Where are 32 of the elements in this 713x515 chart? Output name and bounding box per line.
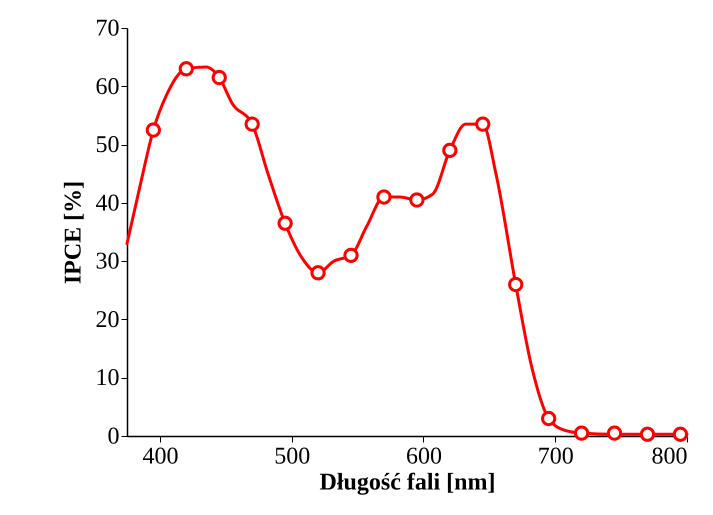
point — [409, 192, 425, 208]
point — [310, 265, 326, 280]
y-tick-label: 10 — [96, 365, 120, 392]
x-tick-label: 400 — [142, 444, 178, 470]
point — [672, 426, 688, 442]
y-tick-label: 60 — [96, 74, 120, 100]
x-axis-title: Długość fali [nm] — [320, 470, 496, 496]
point — [277, 216, 293, 231]
y-axis-title: IPCE [%] — [60, 180, 86, 284]
point — [574, 425, 590, 441]
y-tick-label: 70 — [96, 16, 120, 42]
x-tick-label: 500 — [274, 444, 310, 470]
point — [508, 276, 524, 292]
y-tick-label: 20 — [96, 306, 120, 333]
point — [212, 70, 227, 86]
x-tick-label: 800 — [652, 444, 688, 470]
point — [606, 425, 622, 441]
point — [146, 122, 161, 138]
point — [442, 142, 458, 158]
point — [178, 61, 194, 76]
point — [343, 248, 359, 263]
point — [640, 426, 656, 442]
y-tick-label: 40 — [96, 190, 120, 216]
y-tick-label: 0 — [108, 424, 120, 450]
y-tick-label: 50 — [96, 132, 120, 158]
point — [244, 116, 260, 132]
x-tick-label: 700 — [538, 444, 574, 470]
point — [475, 116, 490, 132]
x-tick-label: 600 — [406, 444, 442, 470]
point — [376, 189, 392, 205]
y-tick-label: 30 — [96, 248, 120, 275]
point — [541, 410, 556, 426]
